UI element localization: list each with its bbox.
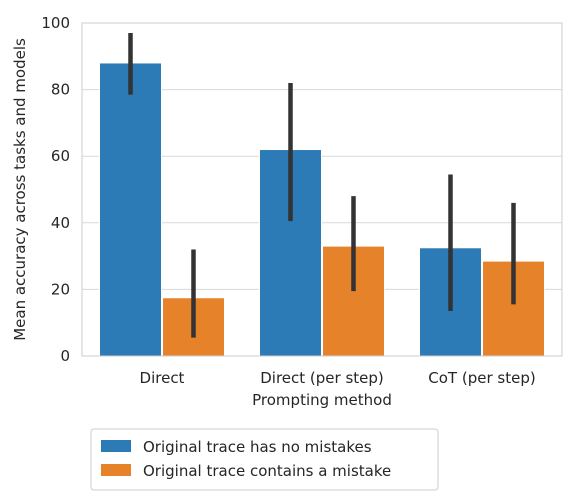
y-axis-label: Mean accuracy across tasks and models [11,38,29,341]
legend-label-no-mistakes: Original trace has no mistakes [143,438,372,456]
bars [99,62,545,357]
x-tick-label-2: CoT (per step) [428,369,535,387]
y-tick-labels: 0 20 40 60 80 100 [41,14,70,365]
legend-box [90,428,439,491]
x-tick-label-1: Direct (per step) [260,369,384,387]
y-tick-label-20: 20 [51,280,70,298]
y-tick-label-80: 80 [51,81,70,99]
y-tick-label-0: 0 [60,347,70,365]
legend-swatch-no-mistakes [101,440,131,452]
error-bars [128,32,516,338]
x-tick-label-0: Direct [140,369,185,387]
x-tick-labels: Direct Direct (per step) CoT (per step) [140,369,536,387]
x-axis-label: Prompting method [252,391,392,409]
bar-0-0 [99,62,162,357]
y-tick-label-60: 60 [51,147,70,165]
plot-frame [81,22,563,357]
legend-label-contains-mistake: Original trace contains a mistake [143,462,391,480]
y-tick-label-40: 40 [51,214,70,232]
y-tick-label-100: 100 [41,14,70,32]
legend-swatch-contains-mistake [101,464,131,476]
legend: Original trace has no mistakes Original … [90,428,439,491]
